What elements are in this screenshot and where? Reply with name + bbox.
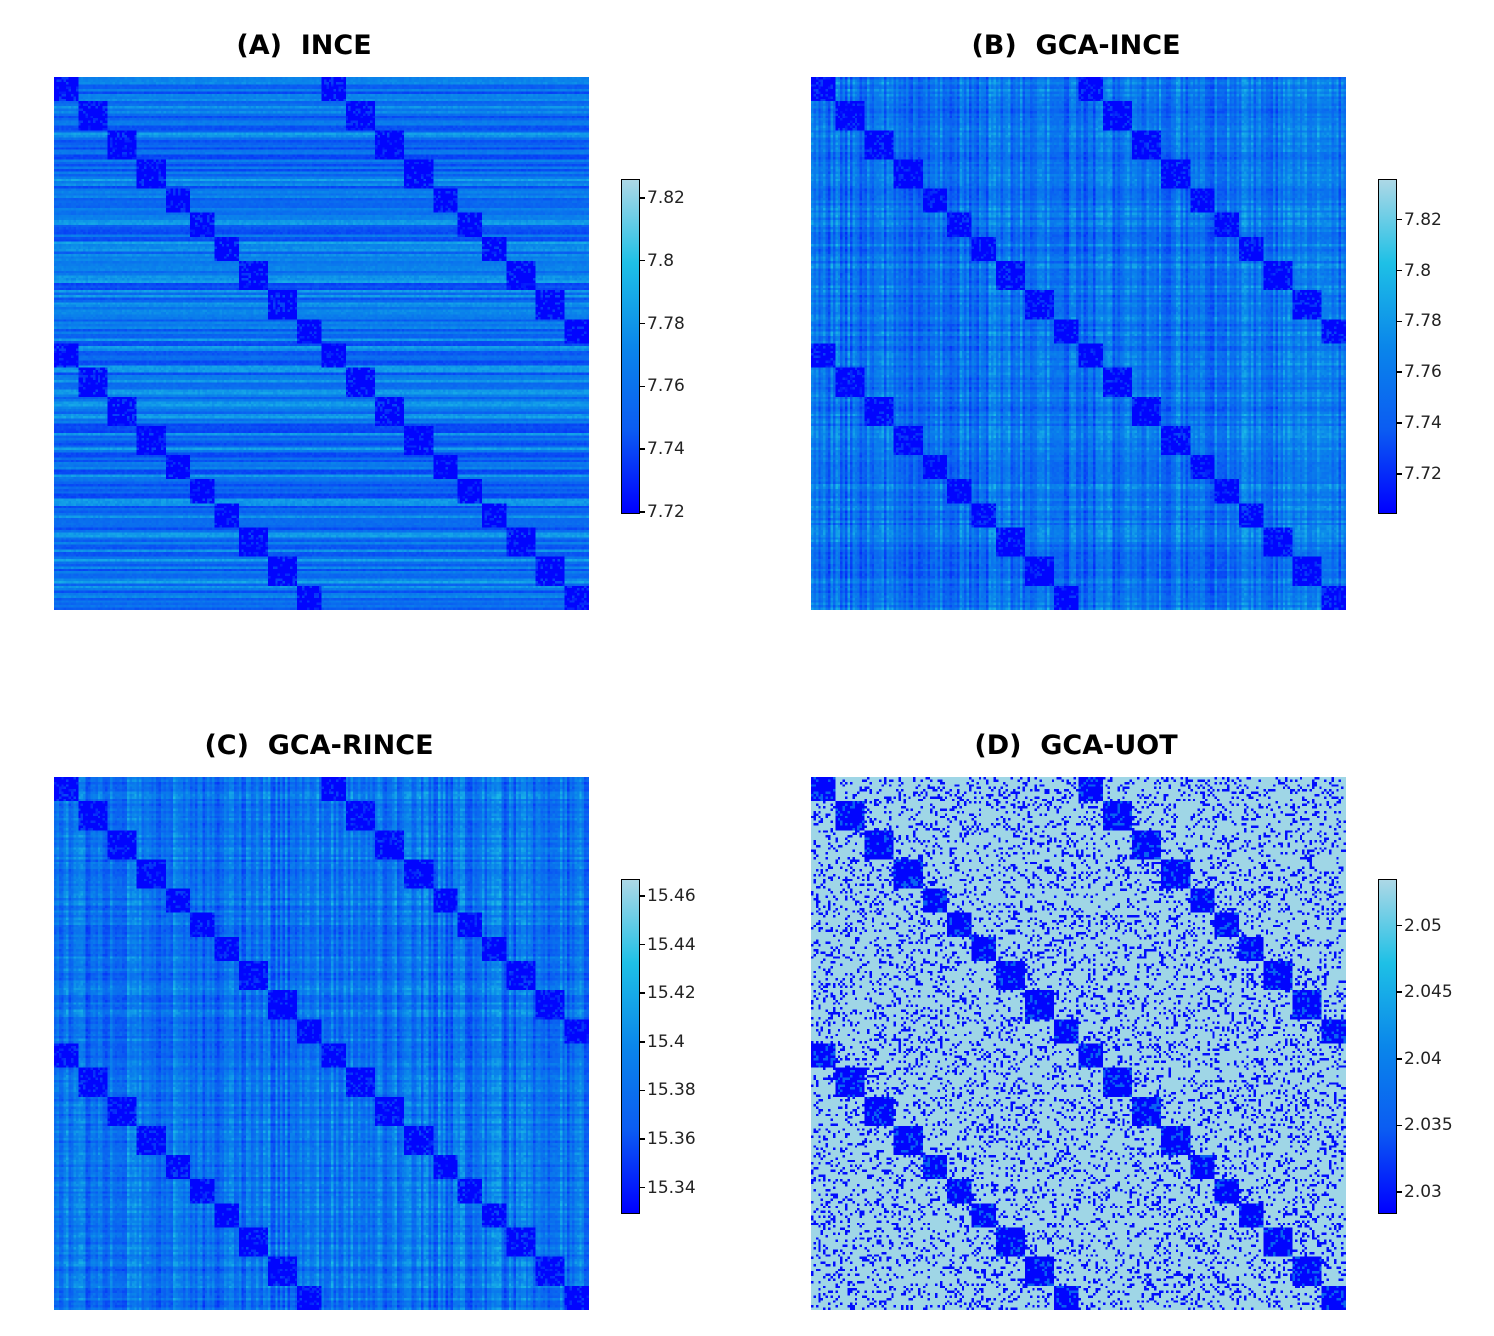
heatmap-cells	[54, 77, 589, 610]
colorbar-tick-label: 7.76	[647, 376, 685, 397]
heatmap-cells	[811, 777, 1346, 1310]
colorbar-tick	[1396, 924, 1402, 927]
colorbar-tick-label: 7.74	[1404, 413, 1442, 434]
colorbar-tick-label: 15.34	[647, 1177, 696, 1198]
colorbar-tick	[1396, 269, 1402, 272]
colorbar-tick	[1396, 218, 1402, 221]
panel-title: (D) GCA-UOT	[974, 730, 1178, 761]
colorbar-tick	[639, 448, 645, 450]
colorbar-tick-label: 7.74	[647, 439, 685, 460]
colorbar-tick-label: 7.72	[1404, 463, 1442, 484]
colorbar	[1378, 879, 1397, 1214]
colorbar-tick-label: 2.05	[1404, 915, 1442, 936]
colorbar-tick-label: 15.46	[647, 886, 696, 906]
colorbar-tick-label: 7.8	[647, 250, 675, 271]
colorbar-tick	[639, 1089, 645, 1092]
colorbar-tick	[639, 259, 645, 262]
colorbar-tick-label: 7.82	[1404, 209, 1442, 230]
colorbar-tick	[1396, 320, 1402, 323]
colorbar-tick	[639, 895, 645, 897]
colorbar-tick-label: 7.82	[647, 187, 685, 208]
colorbar-tick-label: 2.035	[1404, 1115, 1453, 1136]
colorbar-tick-label: 15.38	[647, 1080, 696, 1101]
panel-title: (B) GCA-INCE	[971, 30, 1181, 61]
colorbar-tick-label: 7.78	[1404, 311, 1442, 332]
colorbar-tick-label: 7.78	[647, 313, 685, 334]
colorbar-tick-label: 7.76	[1404, 362, 1442, 383]
colorbar	[621, 179, 640, 514]
colorbar-tick	[639, 1186, 645, 1189]
colorbar-tick-label: 7.8	[1404, 260, 1432, 281]
colorbar-tick	[1396, 371, 1402, 373]
colorbar-tick	[639, 943, 645, 946]
heatmap-cells	[54, 777, 589, 1310]
colorbar-tick	[639, 992, 645, 994]
colorbar-tick	[1396, 1191, 1402, 1193]
colorbar-tick	[1396, 1058, 1402, 1060]
colorbar-tick	[639, 197, 645, 199]
colorbar-tick-label: 15.44	[647, 934, 696, 955]
colorbar-tick	[1396, 473, 1402, 475]
panel-title: (C) GCA-RINCE	[204, 730, 434, 761]
colorbar-tick	[1396, 1124, 1402, 1127]
panel-title: (A) INCE	[236, 30, 372, 61]
colorbar-tick-label: 7.72	[647, 502, 685, 522]
colorbar-tick	[639, 511, 645, 513]
colorbar-tick-label: 15.4	[647, 1031, 685, 1052]
colorbar-tick-label: 2.03	[1404, 1182, 1442, 1203]
colorbar-tick-label: 15.36	[647, 1129, 696, 1150]
colorbar-tick	[639, 1041, 645, 1043]
colorbar-tick-label: 2.04	[1404, 1048, 1442, 1069]
colorbar-tick	[639, 385, 645, 388]
heatmap-cells	[811, 77, 1346, 610]
colorbar-tick	[1396, 422, 1402, 424]
colorbar-tick-label: 15.42	[647, 983, 696, 1004]
colorbar	[1378, 179, 1397, 514]
colorbar-tick	[639, 1138, 645, 1140]
colorbar-tick-label: 2.045	[1404, 982, 1453, 1003]
colorbar	[621, 879, 640, 1214]
colorbar-tick	[1396, 991, 1402, 993]
colorbar-tick	[639, 322, 645, 325]
